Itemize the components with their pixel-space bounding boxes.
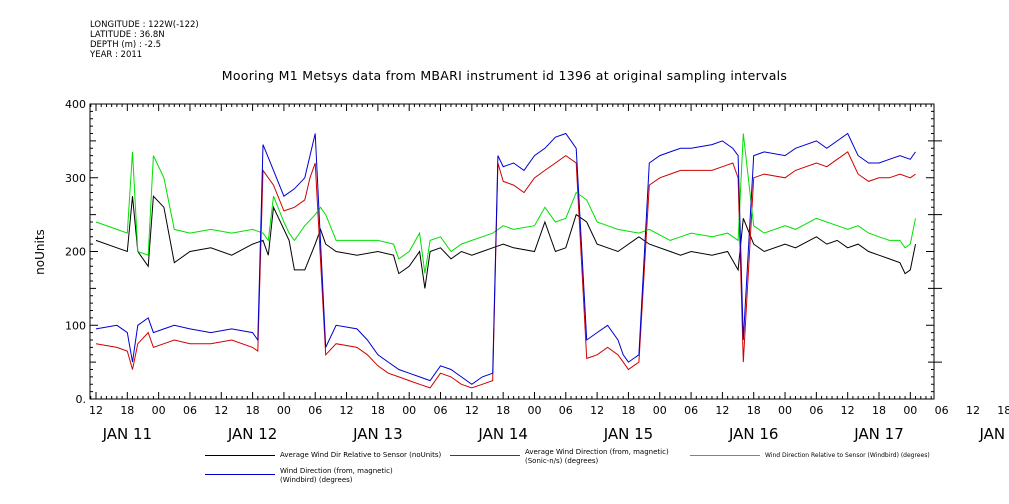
y-axis: 0. 100 200 300 400: [65, 98, 942, 406]
x-hour-label: 06: [935, 404, 949, 417]
series-line-2: [95, 133, 916, 274]
x-day-label: JAN 15: [603, 425, 654, 443]
legend-swatch-red: [450, 455, 520, 456]
y-tick-label: 300: [65, 172, 86, 185]
series-line-1: [95, 151, 916, 389]
y-axis-label: noUnits: [33, 229, 47, 275]
x-day-label: JAN 13: [352, 425, 403, 443]
longitude-label: LONGITUDE : 122W(-122): [90, 20, 199, 30]
legend-label-blue: Wind Direction (from, magnetic) (Windbir…: [280, 467, 393, 484]
x-hour-label: 12: [590, 404, 604, 417]
x-hour-label: 12: [841, 404, 855, 417]
legend-swatch-black: [205, 455, 275, 456]
legend-label-red: Average Wind Direction (from, magnetic) …: [525, 448, 669, 465]
y-tick-label: 400: [65, 98, 86, 111]
series-line-0: [95, 195, 916, 289]
x-hour-label: 06: [809, 404, 823, 417]
series-lines: [95, 132, 916, 389]
x-day-label: JAN 11: [102, 425, 153, 443]
x-hour-label: 12: [715, 404, 729, 417]
series-line-3: [95, 132, 916, 385]
x-hour-label: 00: [903, 404, 917, 417]
x-hour-label: 12: [966, 404, 980, 417]
x-day-label: JAN 12: [227, 425, 278, 443]
x-hour-label: 06: [434, 404, 448, 417]
x-hour-label: 00: [778, 404, 792, 417]
x-hour-label: 00: [402, 404, 416, 417]
legend-swatch-green: [690, 455, 760, 456]
latitude-label: LATITUDE : 36.8N: [90, 30, 165, 40]
legend-label-black: Average Wind Dir Relative to Sensor (noU…: [280, 451, 442, 459]
x-hour-label: 12: [214, 404, 228, 417]
x-hour-label: 12: [89, 404, 103, 417]
x-hour-label: 18: [120, 404, 134, 417]
chart-title: Mooring M1 Metsys data from MBARI instru…: [221, 68, 788, 83]
x-hour-label: 18: [371, 404, 385, 417]
x-hour-label: 18: [872, 404, 886, 417]
x-axis: 12 18 00 06 12 18 00 06 12 18 00 06 12 18 00 06 12 18 00 06…: [89, 104, 1009, 443]
y-tick-label: 0.: [76, 393, 87, 406]
plot-frame: [89, 103, 935, 400]
x-hour-label: 06: [308, 404, 322, 417]
x-hour-label: 18: [747, 404, 761, 417]
metadata-block: LONGITUDE : 122W(-122) LATITUDE : 36.8N …: [90, 20, 199, 60]
x-hour-label: 12: [340, 404, 354, 417]
x-day-label: JAN 16: [728, 425, 779, 443]
legend-swatch-blue: [205, 474, 275, 475]
y-tick-label: 200: [65, 246, 86, 259]
x-hour-label: 12: [465, 404, 479, 417]
depth-label: DEPTH (m) : -2.5: [90, 40, 162, 50]
y-tick-label: 100: [65, 319, 86, 332]
x-hour-label: 00: [277, 404, 291, 417]
x-hour-label: 00: [152, 404, 166, 417]
legend-label-green: Wind Direction Relative to Sensor (Windb…: [765, 452, 930, 459]
x-hour-label: 06: [183, 404, 197, 417]
x-hour-label: 06: [559, 404, 573, 417]
x-hour-label: 18: [246, 404, 260, 417]
x-hour-label: 00: [527, 404, 541, 417]
year-label: YEAR : 2011: [90, 50, 143, 60]
x-day-label: JAN 18: [979, 425, 1009, 443]
x-day-label: JAN 17: [853, 425, 904, 443]
x-hour-label: 18: [496, 404, 510, 417]
x-hour-label: 06: [684, 404, 698, 417]
x-day-label: JAN 14: [477, 425, 528, 443]
x-hour-label: 18: [621, 404, 635, 417]
x-hour-label: 18: [997, 404, 1009, 417]
x-hour-label: 00: [653, 404, 667, 417]
